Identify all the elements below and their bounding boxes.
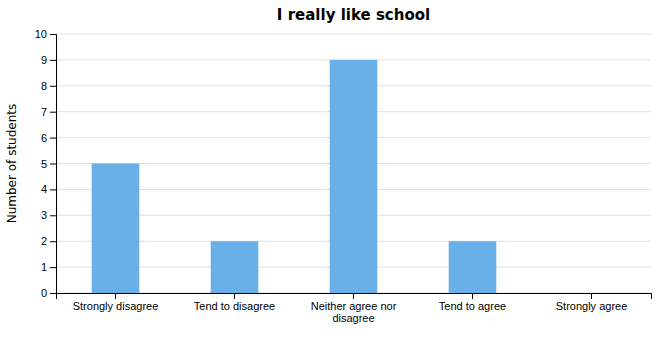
y-tick-label: 0 <box>41 287 47 299</box>
y-tick-mark <box>50 164 56 165</box>
y-tick-label: 9 <box>41 54 47 66</box>
x-tick-mark <box>234 293 235 299</box>
y-tick-label: 4 <box>41 183 47 195</box>
x-tick-mark <box>115 293 116 299</box>
x-tick-label-line: disagree <box>332 312 374 324</box>
y-tick-label: 6 <box>41 132 47 144</box>
y-tick-mark <box>50 138 56 139</box>
y-tick-mark <box>50 112 56 113</box>
y-tick-label: 8 <box>41 80 47 92</box>
y-tick: 5 <box>41 158 56 170</box>
y-tick-mark <box>50 267 56 268</box>
x-tick-label: Strongly disagree <box>73 300 159 312</box>
x-tick-label-line: Tend to disagree <box>194 300 275 312</box>
y-tick: 9 <box>41 54 56 66</box>
grid <box>56 34 651 293</box>
y-tick: 8 <box>41 80 56 92</box>
x-tick-mark <box>472 293 473 299</box>
chart: 0 1 2 3 4 5 6 7 8 9 10 Strongly disagree Tend to dis… <box>0 0 667 341</box>
y-tick-label: 10 <box>35 28 47 40</box>
x-tick-label-line: Strongly disagree <box>73 300 159 312</box>
y-tick: 3 <box>41 209 56 221</box>
y-tick-label: 5 <box>41 158 47 170</box>
plot: 0 1 2 3 4 5 6 7 8 9 10 Strongly disagree Tend to dis… <box>35 28 652 324</box>
x-tick-label: Tend to disagree <box>194 300 275 312</box>
y-tick: 10 <box>35 28 56 40</box>
x-tick: Tend to agree <box>439 293 506 312</box>
x-tick: Neither agree nordisagree <box>311 293 397 324</box>
bars <box>92 60 497 293</box>
x-tick-label: Strongly agree <box>556 300 628 312</box>
x-tick-label: Neither agree nordisagree <box>311 300 397 325</box>
x-axis: Strongly disagree Tend to disagree Neither… <box>57 293 652 324</box>
y-tick-mark <box>50 215 56 216</box>
y-tick-mark <box>50 86 56 87</box>
bar <box>449 241 497 293</box>
x-axis-line <box>57 294 652 300</box>
x-tick: Strongly disagree <box>73 293 159 312</box>
x-tick-mark <box>591 293 592 299</box>
y-tick: 2 <box>41 235 56 247</box>
y-axis-title: Number of students <box>5 104 19 224</box>
x-tick: Strongly agree <box>556 293 628 312</box>
y-tick: 7 <box>41 106 56 118</box>
y-tick-label: 1 <box>41 261 47 273</box>
y-tick-mark <box>50 34 56 35</box>
y-tick-label: 2 <box>41 235 47 247</box>
y-axis: 0 1 2 3 4 5 6 7 8 9 10 <box>35 28 57 299</box>
y-tick-label: 7 <box>41 106 47 118</box>
x-tick-label-line: Strongly agree <box>556 300 628 312</box>
bar <box>211 241 259 293</box>
bar <box>330 60 378 293</box>
grid-line <box>56 34 651 35</box>
x-tick: Tend to disagree <box>194 293 275 312</box>
y-tick: 6 <box>41 132 56 144</box>
x-tick-label: Tend to agree <box>439 300 506 312</box>
bar <box>92 164 140 294</box>
x-tick-label-line: Tend to agree <box>439 300 506 312</box>
y-axis-line <box>50 35 57 294</box>
y-tick: 0 <box>41 287 56 299</box>
x-tick-mark <box>353 293 354 299</box>
x-tick-label-line: Neither agree nor <box>311 300 397 312</box>
y-tick: 4 <box>41 183 56 195</box>
y-tick: 1 <box>41 261 56 273</box>
y-tick-mark <box>50 189 56 190</box>
bar <box>568 293 616 294</box>
y-tick-mark <box>50 60 56 61</box>
y-tick-mark <box>50 293 56 294</box>
title: I really like school <box>277 6 430 24</box>
y-tick-label: 3 <box>41 209 47 221</box>
y-tick-mark <box>50 241 56 242</box>
